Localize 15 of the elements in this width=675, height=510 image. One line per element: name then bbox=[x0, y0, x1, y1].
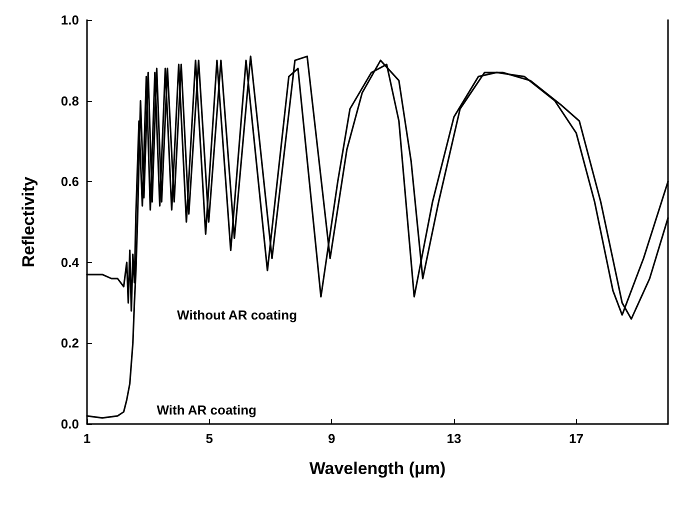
y-tick-label: 1.0 bbox=[60, 12, 79, 28]
y-tick-label: 0.0 bbox=[60, 416, 79, 432]
x-tick-label: 17 bbox=[569, 431, 584, 446]
x-tick-label: 1 bbox=[83, 431, 91, 446]
y-tick-label: 0.2 bbox=[60, 336, 79, 351]
x-tick-label: 9 bbox=[328, 431, 336, 446]
y-tick-label: 0.6 bbox=[60, 174, 79, 190]
y-tick-label: 0.4 bbox=[60, 254, 80, 270]
x-tick-label: 5 bbox=[206, 431, 213, 446]
text: Without AR coating bbox=[177, 307, 298, 322]
x-tick-label: 13 bbox=[446, 431, 462, 446]
y-axis-title: Reflectivity bbox=[19, 176, 38, 268]
y-tick-label: 0.8 bbox=[60, 93, 79, 108]
text: With AR coating bbox=[156, 402, 257, 418]
x-axis-title: Wavelength (μm) bbox=[309, 459, 446, 478]
